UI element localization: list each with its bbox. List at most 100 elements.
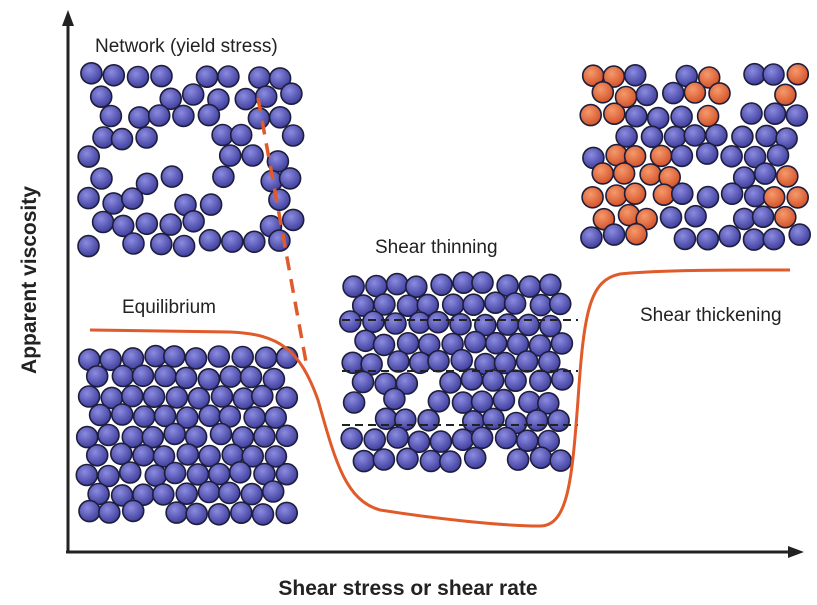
particle — [396, 447, 419, 471]
particle — [441, 293, 465, 317]
particle — [373, 293, 396, 316]
particle — [254, 85, 278, 108]
particle — [383, 387, 406, 411]
particle — [198, 228, 222, 252]
particle — [111, 364, 135, 388]
particle — [430, 273, 453, 297]
particle — [673, 227, 697, 251]
particle — [268, 106, 292, 129]
particle — [786, 62, 810, 86]
particle — [624, 104, 648, 128]
particle — [460, 368, 484, 391]
particle — [481, 369, 505, 392]
particle — [742, 228, 766, 251]
viscosity-curve — [89, 268, 791, 528]
particle — [218, 144, 242, 167]
particle — [659, 206, 683, 229]
particle — [496, 313, 520, 336]
particle — [640, 125, 664, 149]
particle — [232, 387, 256, 410]
particle — [663, 125, 687, 149]
particle — [221, 230, 244, 253]
particle — [175, 482, 198, 506]
particle — [234, 87, 258, 111]
particle — [159, 213, 182, 236]
particle — [550, 368, 574, 391]
particle — [646, 106, 670, 130]
particle — [426, 310, 450, 334]
particle — [696, 104, 720, 128]
particle — [231, 345, 254, 369]
particle — [212, 165, 235, 189]
particle — [248, 66, 271, 89]
particle — [635, 83, 659, 107]
particle — [623, 64, 647, 87]
particle — [118, 461, 142, 484]
x-arrow — [788, 546, 804, 558]
particle — [525, 409, 549, 432]
particle — [537, 350, 561, 374]
particle — [142, 385, 166, 409]
particle — [696, 185, 720, 209]
particle — [172, 104, 195, 128]
particle — [550, 332, 574, 355]
particle — [766, 144, 790, 167]
particle — [386, 426, 410, 449]
particle — [85, 364, 109, 388]
particle — [110, 403, 134, 426]
particle — [684, 204, 707, 228]
particle — [351, 370, 375, 394]
particle — [429, 430, 453, 453]
particle — [470, 390, 494, 414]
particle — [372, 333, 396, 357]
particle — [97, 423, 120, 447]
particle — [774, 83, 797, 107]
particle — [198, 404, 221, 428]
particle — [141, 425, 165, 449]
particle — [102, 64, 126, 87]
particle — [407, 430, 431, 454]
particle — [182, 210, 205, 233]
particle — [187, 386, 211, 410]
particle — [160, 165, 184, 188]
particle — [404, 275, 428, 299]
x-axis-label: Shear stress or shear rate — [278, 577, 537, 600]
particle — [463, 446, 487, 470]
particle — [732, 207, 756, 231]
particle — [218, 481, 241, 505]
particle — [743, 145, 767, 169]
particle — [529, 293, 553, 317]
particle — [152, 483, 175, 506]
particle — [670, 182, 694, 205]
particle — [515, 350, 539, 373]
particle — [602, 102, 626, 125]
particle — [228, 460, 252, 484]
particle — [362, 310, 385, 334]
particle — [218, 405, 242, 428]
particle — [176, 406, 199, 429]
particle — [165, 501, 188, 524]
particle — [463, 330, 487, 354]
particle — [268, 229, 291, 252]
particle — [602, 223, 626, 246]
particle — [743, 62, 766, 86]
region-label: Network (yield stress) — [95, 36, 278, 57]
particle — [529, 446, 553, 470]
particle — [243, 230, 266, 254]
particle — [417, 408, 440, 432]
particle — [261, 480, 285, 503]
particle — [395, 372, 419, 395]
particle — [471, 271, 494, 294]
particle — [528, 369, 552, 393]
particle — [753, 162, 777, 185]
particle — [254, 346, 278, 370]
particle — [718, 224, 742, 248]
particle — [210, 385, 234, 408]
particle — [762, 63, 785, 86]
particle — [159, 87, 182, 111]
particle — [731, 125, 754, 149]
particle — [77, 186, 100, 210]
particle — [280, 82, 303, 105]
particle — [85, 443, 109, 467]
particle — [128, 106, 151, 129]
